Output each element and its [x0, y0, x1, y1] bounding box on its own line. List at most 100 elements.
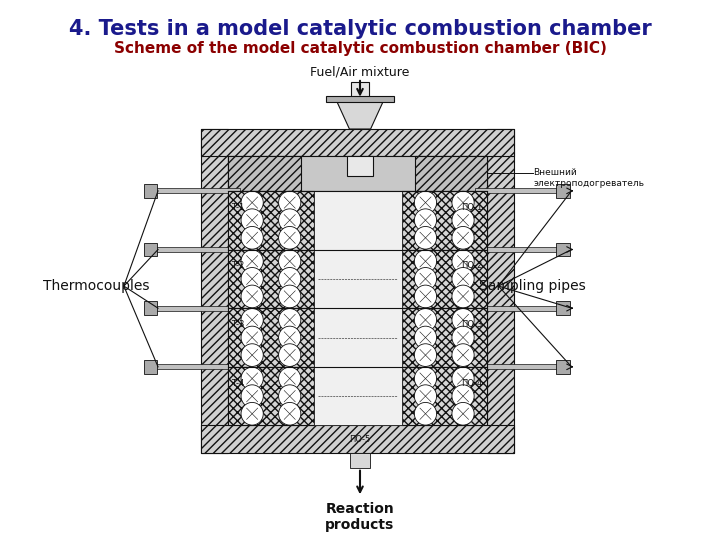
Bar: [202, 426, 514, 453]
Circle shape: [415, 226, 436, 249]
Bar: [475, 364, 567, 369]
Bar: [415, 157, 487, 191]
Bar: [314, 367, 402, 426]
Circle shape: [415, 367, 436, 390]
Circle shape: [279, 385, 301, 408]
Bar: [326, 96, 394, 102]
Text: ПО-4: ПО-4: [461, 379, 482, 388]
Text: ПО-1: ПО-1: [461, 202, 482, 212]
Bar: [402, 249, 487, 308]
Text: ПО-2: ПО-2: [461, 261, 482, 271]
Bar: [202, 129, 228, 453]
Circle shape: [279, 285, 301, 308]
Text: Thermocouples: Thermocouples: [42, 279, 149, 293]
Bar: [228, 367, 314, 426]
Circle shape: [279, 367, 301, 390]
Circle shape: [241, 209, 264, 232]
Bar: [153, 247, 240, 252]
Circle shape: [452, 285, 474, 308]
Bar: [228, 249, 314, 308]
Bar: [228, 308, 314, 367]
Bar: [153, 306, 240, 310]
Bar: [228, 157, 301, 191]
Circle shape: [241, 326, 264, 349]
Bar: [202, 129, 514, 157]
Bar: [557, 242, 570, 256]
Circle shape: [452, 250, 474, 273]
Circle shape: [415, 308, 436, 331]
Bar: [402, 367, 487, 426]
Circle shape: [241, 250, 264, 273]
Bar: [402, 308, 487, 367]
Circle shape: [415, 209, 436, 232]
Circle shape: [415, 326, 436, 349]
Bar: [143, 301, 157, 315]
Bar: [487, 129, 514, 453]
Polygon shape: [336, 99, 384, 129]
Text: Scheme of the model catalytic combustion chamber (BIC): Scheme of the model catalytic combustion…: [114, 40, 606, 56]
Text: ПО-3: ПО-3: [461, 320, 482, 329]
Text: 4. Tests in a model catalytic combustion chamber: 4. Tests in a model catalytic combustion…: [68, 19, 652, 39]
Bar: [314, 191, 402, 249]
Bar: [402, 308, 487, 367]
Circle shape: [415, 267, 436, 290]
Text: Т-4: Т-4: [231, 379, 244, 388]
Bar: [228, 249, 314, 308]
Bar: [402, 191, 487, 249]
Circle shape: [241, 285, 264, 308]
Text: Reaction
products: Reaction products: [325, 502, 395, 532]
Circle shape: [415, 385, 436, 408]
Bar: [153, 188, 240, 193]
Bar: [351, 453, 369, 468]
Circle shape: [241, 344, 264, 367]
Circle shape: [452, 385, 474, 408]
Bar: [202, 129, 228, 453]
Circle shape: [452, 226, 474, 249]
Circle shape: [279, 344, 301, 367]
Bar: [143, 242, 157, 256]
Circle shape: [279, 326, 301, 349]
Circle shape: [452, 344, 474, 367]
Circle shape: [279, 308, 301, 331]
Text: Sampling pipes: Sampling pipes: [480, 279, 586, 293]
Bar: [202, 129, 514, 157]
Circle shape: [241, 367, 264, 390]
Circle shape: [279, 209, 301, 232]
Text: ПО-5: ПО-5: [349, 435, 371, 444]
Circle shape: [452, 209, 474, 232]
Circle shape: [241, 308, 264, 331]
Circle shape: [415, 285, 436, 308]
Bar: [402, 367, 487, 426]
Circle shape: [279, 191, 301, 214]
Bar: [402, 249, 487, 308]
Circle shape: [241, 226, 264, 249]
Circle shape: [452, 402, 474, 425]
Bar: [557, 360, 570, 374]
Text: Fuel/Air mixture: Fuel/Air mixture: [310, 65, 410, 78]
Circle shape: [415, 250, 436, 273]
Text: Т-1: Т-1: [231, 202, 244, 212]
Circle shape: [452, 326, 474, 349]
Circle shape: [241, 191, 264, 214]
Bar: [228, 157, 487, 191]
Bar: [228, 191, 314, 249]
Bar: [475, 247, 567, 252]
Circle shape: [415, 191, 436, 214]
Bar: [346, 157, 374, 176]
Bar: [487, 129, 514, 453]
Text: Т-3: Т-3: [231, 320, 245, 329]
Bar: [475, 188, 567, 193]
Bar: [143, 184, 157, 198]
Circle shape: [279, 267, 301, 290]
Circle shape: [241, 402, 264, 425]
Circle shape: [415, 402, 436, 425]
Circle shape: [452, 308, 474, 331]
Text: Т-2: Т-2: [231, 261, 244, 271]
Bar: [202, 426, 514, 453]
Bar: [415, 157, 487, 191]
Text: Внешний
электроподогреватель: Внешний электроподогреватель: [533, 168, 644, 188]
Bar: [228, 367, 314, 426]
Bar: [475, 306, 567, 310]
Bar: [557, 301, 570, 315]
Bar: [351, 82, 369, 99]
